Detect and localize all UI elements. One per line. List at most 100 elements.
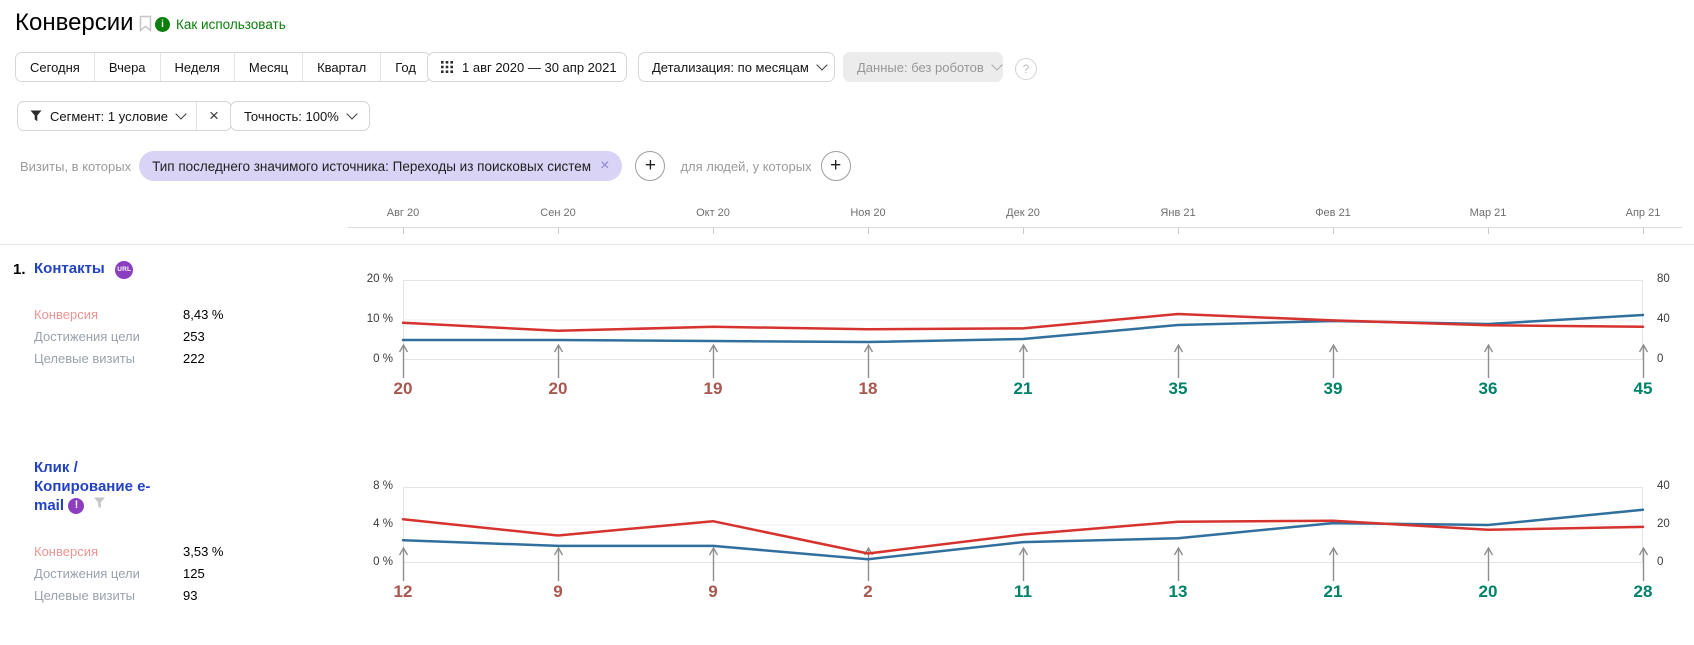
chip-label: Тип последнего значимого источника: Пере… bbox=[152, 158, 592, 174]
goal-1-reaches-value: 253 bbox=[183, 329, 205, 344]
goal-1-target-visits-label: Целевые визиты bbox=[34, 351, 136, 366]
help-question-icon[interactable]: ? bbox=[1015, 58, 1037, 80]
date-range-button[interactable]: 1 авг 2020 — 30 апр 2021 bbox=[427, 52, 627, 82]
y-axis-left-label: 20 % bbox=[366, 273, 393, 285]
accuracy-select[interactable]: Точность: 100% bbox=[230, 101, 370, 131]
goal-1-reaches-label: Достижения цели bbox=[34, 329, 140, 344]
month-tick bbox=[1333, 228, 1334, 234]
add-visit-condition-button[interactable]: + bbox=[635, 151, 666, 181]
series-line bbox=[401, 518, 1645, 555]
goal-1-link[interactable]: Контакты bbox=[34, 260, 105, 277]
series-line bbox=[401, 508, 1645, 561]
period-group: Сегодня Вчера Неделя Месяц Квартал Год bbox=[15, 52, 431, 82]
goal-2-target-visits-label: Целевые визиты bbox=[34, 588, 136, 603]
goal-2-conversion-label: Конверсия bbox=[34, 544, 99, 559]
month-label: Апр 21 bbox=[1625, 207, 1661, 219]
divider bbox=[195, 102, 197, 130]
month-label: Ноя 20 bbox=[850, 207, 886, 219]
point-value: 13 bbox=[1168, 582, 1188, 601]
segment-condition-chip[interactable]: Тип последнего значимого источника: Пере… bbox=[139, 151, 623, 181]
month-tick bbox=[403, 228, 404, 234]
month-tick bbox=[1643, 228, 1644, 234]
bookmark-icon[interactable] bbox=[139, 15, 152, 37]
how-to-use-link[interactable]: Как использовать bbox=[176, 17, 286, 32]
point-value: 20 bbox=[548, 379, 568, 398]
info-icon: i bbox=[155, 17, 170, 32]
detail-label: Детализация: по месяцам bbox=[652, 59, 809, 75]
y-axis-left-label: 10 % bbox=[366, 313, 393, 325]
segment-label: Сегмент: 1 условие bbox=[50, 108, 168, 124]
conversion-chart-2 bbox=[398, 487, 1649, 581]
period-button-2[interactable]: Неделя bbox=[160, 53, 235, 81]
month-label: Авг 20 bbox=[386, 207, 420, 219]
page-title: Конверсии bbox=[15, 9, 134, 36]
calendar-grid-icon bbox=[441, 61, 453, 73]
point-value: 39 bbox=[1323, 379, 1343, 398]
month-label: Дек 20 bbox=[1006, 207, 1040, 219]
month-tick bbox=[713, 228, 714, 234]
y-axis-left-label: 4 % bbox=[373, 518, 393, 530]
series-line bbox=[401, 312, 1645, 333]
point-value: 35 bbox=[1168, 379, 1188, 398]
month-label: Сен 20 bbox=[540, 207, 576, 219]
point-value: 19 bbox=[703, 379, 723, 398]
visits-condition-label: Визиты, в которых bbox=[20, 158, 132, 174]
section-divider bbox=[0, 244, 1694, 245]
point-value: 12 bbox=[393, 582, 413, 601]
conversion-chart-1 bbox=[398, 280, 1649, 378]
segment-button[interactable]: Сегмент: 1 условие × bbox=[17, 101, 232, 131]
chip-remove-icon[interactable]: × bbox=[600, 157, 610, 174]
filter-row: Визиты, в которых Тип последнего значимо… bbox=[20, 151, 851, 181]
month-tick bbox=[1488, 228, 1489, 234]
goal-1-target-visits-value: 222 bbox=[183, 351, 205, 366]
chevron-down-icon bbox=[991, 59, 1003, 71]
y-axis-right-label: 40 bbox=[1657, 480, 1670, 492]
point-value: 9 bbox=[553, 582, 563, 601]
month-label: Фев 21 bbox=[1315, 207, 1351, 219]
goal-1-number: 1. bbox=[13, 261, 26, 278]
funnel-icon bbox=[30, 110, 42, 122]
y-axis-left-label: 0 % bbox=[373, 556, 393, 568]
point-value: 45 bbox=[1633, 379, 1653, 398]
y-axis-left-label: 0 % bbox=[373, 353, 393, 365]
chevron-down-icon bbox=[175, 108, 187, 120]
y-axis-left-label: 8 % bbox=[373, 480, 393, 492]
goal-2-title: Клик / Копирование e-mail ! bbox=[34, 458, 168, 515]
y-axis-right-label: 40 bbox=[1657, 313, 1670, 325]
point-value: 2 bbox=[863, 582, 873, 601]
point-value: 36 bbox=[1478, 379, 1498, 398]
month-axis-line bbox=[348, 227, 1682, 228]
goal-2-reaches-label: Достижения цели bbox=[34, 566, 140, 581]
point-value: 20 bbox=[393, 379, 413, 398]
month-label: Янв 21 bbox=[1160, 207, 1196, 219]
goal-2-link[interactable]: Клик / Копирование e-mail bbox=[34, 459, 151, 514]
month-tick bbox=[1023, 228, 1024, 234]
period-button-1[interactable]: Вчера bbox=[94, 53, 161, 81]
period-button-4[interactable]: Квартал bbox=[303, 53, 382, 81]
period-button-0[interactable]: Сегодня bbox=[16, 53, 95, 81]
accuracy-label: Точность: 100% bbox=[244, 108, 339, 124]
goal-2-conversion-value: 3,53 % bbox=[183, 544, 224, 559]
goal-1-conversion-value: 8,43 % bbox=[183, 307, 224, 322]
add-people-condition-button[interactable]: + bbox=[820, 151, 851, 181]
period-button-5[interactable]: Год bbox=[381, 53, 430, 81]
point-value: 18 bbox=[858, 379, 878, 398]
point-value: 28 bbox=[1633, 582, 1653, 601]
detail-select[interactable]: Детализация: по месяцам bbox=[638, 52, 835, 82]
goal-1-conversion-label: Конверсия bbox=[34, 307, 99, 322]
y-axis-right-label: 0 bbox=[1657, 556, 1664, 568]
point-value: 9 bbox=[708, 582, 718, 601]
segment-clear-button[interactable]: × bbox=[208, 106, 219, 125]
month-tick bbox=[868, 228, 869, 234]
people-condition-label: для людей, у которых bbox=[680, 158, 812, 174]
goal-filter-icon[interactable] bbox=[93, 497, 106, 509]
goal-2-target-visits-value: 93 bbox=[183, 588, 198, 603]
point-value: 21 bbox=[1013, 379, 1033, 398]
warning-badge: ! bbox=[68, 497, 85, 514]
month-tick bbox=[558, 228, 559, 234]
point-value: 20 bbox=[1478, 582, 1498, 601]
goal-2-reaches-value: 125 bbox=[183, 566, 205, 581]
period-button-3[interactable]: Месяц bbox=[234, 53, 304, 81]
y-axis-right-label: 80 bbox=[1657, 273, 1670, 285]
